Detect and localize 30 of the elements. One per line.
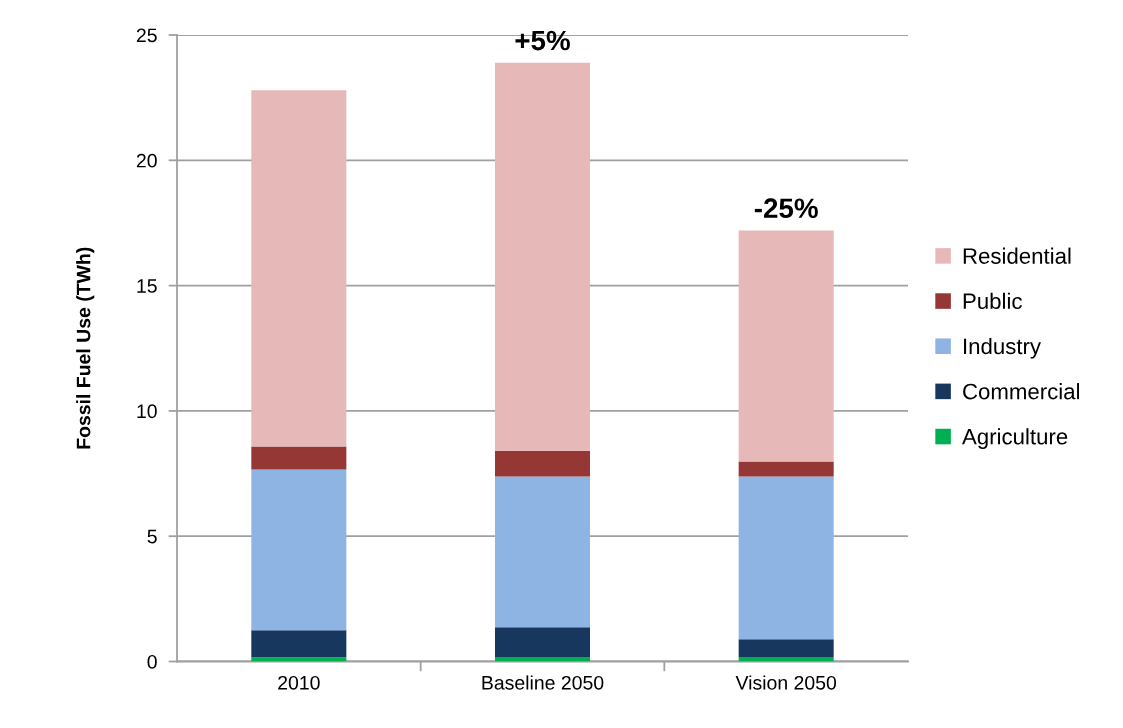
bar (738, 461, 834, 477)
bar (738, 476, 834, 640)
y-tick-label: 15 (137, 279, 157, 293)
bar (494, 62, 591, 451)
annotation: +5% (515, 30, 570, 51)
annotation: -25% (754, 198, 818, 219)
x-tick-label: 2010 (278, 675, 320, 690)
legend-label: Industry (964, 337, 1041, 359)
bar (494, 627, 591, 657)
legend-label: Commercial (963, 383, 1080, 400)
legend-label: Agriculture (962, 428, 1068, 449)
bar (738, 639, 834, 657)
bar (494, 450, 591, 477)
x-tick-label: Baseline 2050 (482, 675, 604, 690)
y-tick-label: 5 (147, 529, 157, 544)
bar (251, 446, 347, 470)
x-tick-label: Vision 2050 (735, 675, 837, 690)
legend-label: Residential (963, 247, 1071, 264)
bar (251, 90, 347, 447)
y-tick-label: 20 (136, 153, 157, 168)
bar (738, 230, 834, 462)
y-tick-label: 10 (137, 404, 157, 419)
bar (251, 630, 347, 658)
bar (251, 657, 347, 662)
y-tick-label: 25 (136, 28, 157, 43)
legend-label: Public (963, 292, 1022, 310)
y-tick-label: 0 (147, 654, 157, 669)
bar (494, 476, 591, 628)
bar (251, 469, 347, 631)
y-axis-title: Fossil Fuel Use (TWh) (76, 247, 95, 449)
